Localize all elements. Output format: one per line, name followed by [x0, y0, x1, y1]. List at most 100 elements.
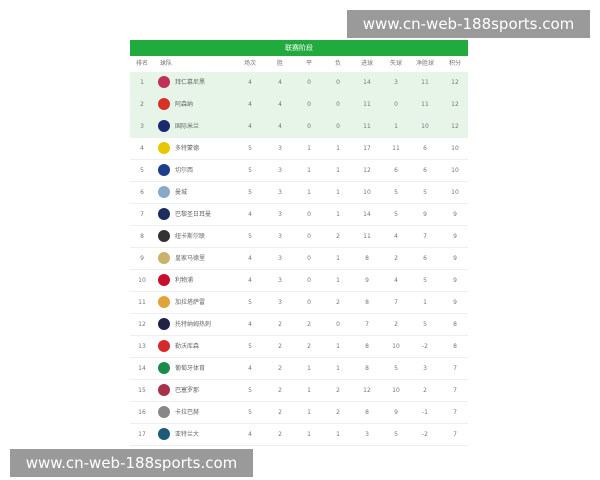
table-row[interactable]: 1 拜仁慕尼黑 4 4 0 0 14 3 11 12: [130, 72, 468, 94]
stat-gd: 5: [423, 321, 427, 328]
stat-l: 1: [336, 431, 340, 438]
rank: 1: [140, 79, 144, 86]
stat-ga: 5: [394, 365, 398, 372]
stat-gf: 8: [365, 299, 369, 306]
team-logo-icon: [158, 318, 170, 330]
team-name[interactable]: 巴黎圣日耳曼: [175, 211, 212, 218]
team-logo-icon: [158, 76, 170, 88]
stat-l: 0: [336, 79, 340, 86]
rank: 7: [140, 211, 144, 218]
rank: 14: [138, 365, 146, 372]
stat-d: 1: [307, 431, 311, 438]
stat-d: 1: [307, 189, 311, 196]
stat-gd: -1: [422, 409, 428, 416]
stat-played: 5: [248, 343, 252, 350]
table-row[interactable]: 4 多特蒙德 5 3 1 1 17 11 6 10: [130, 138, 468, 160]
stat-d: 1: [307, 409, 311, 416]
stat-w: 3: [278, 189, 282, 196]
team-name[interactable]: 曼城: [175, 189, 188, 196]
team-name[interactable]: 皇家马德里: [175, 255, 206, 262]
rank: 10: [138, 277, 146, 284]
table-row[interactable]: 3 国际米兰 4 4 0 0 11 1 10 12: [130, 116, 468, 138]
stat-w: 3: [278, 167, 282, 174]
stat-played: 4: [248, 321, 252, 328]
stat-gd: -2: [422, 343, 428, 350]
stat-gf: 7: [365, 321, 369, 328]
team-name[interactable]: 拜仁慕尼黑: [175, 79, 206, 86]
header-played: 场次: [243, 60, 256, 67]
team-name[interactable]: 切尔西: [175, 167, 194, 174]
team-name[interactable]: 纽卡斯尔联: [175, 233, 206, 240]
team-name[interactable]: 勒沃库森: [175, 343, 200, 350]
team-name[interactable]: 阿森纳: [175, 101, 194, 108]
team-logo-icon: [158, 252, 170, 264]
stat-ga: 5: [394, 189, 398, 196]
stat-w: 4: [278, 123, 282, 130]
team-name[interactable]: 亚特兰大: [175, 431, 200, 438]
stat-d: 0: [307, 233, 311, 240]
stat-pts: 9: [453, 255, 457, 262]
stat-l: 1: [336, 343, 340, 350]
stat-played: 5: [248, 167, 252, 174]
table-row[interactable]: 14 葡萄牙体育 4 2 1 1 8 5 3 7: [130, 358, 468, 380]
stat-pts: 9: [453, 211, 457, 218]
team-name[interactable]: 葡萄牙体育: [175, 365, 206, 372]
stat-l: 2: [336, 409, 340, 416]
stat-gf: 12: [363, 167, 371, 174]
table-row[interactable]: 16 卡拉巴赫 5 2 1 2 8 9 -1 7: [130, 402, 468, 424]
stat-gd: 9: [423, 211, 427, 218]
stat-pts: 7: [453, 365, 457, 372]
stat-l: 1: [336, 255, 340, 262]
stat-w: 3: [278, 233, 282, 240]
stat-ga: 0: [394, 101, 398, 108]
stat-w: 2: [278, 343, 282, 350]
stat-l: 1: [336, 211, 340, 218]
stat-ga: 7: [394, 299, 398, 306]
team-name[interactable]: 利物浦: [175, 277, 194, 284]
table-row[interactable]: 2 阿森纳 4 4 0 0 11 0 11 12: [130, 94, 468, 116]
team-logo-icon: [158, 428, 170, 440]
team-name[interactable]: 加拉塔萨雷: [175, 299, 206, 306]
stat-played: 4: [248, 101, 252, 108]
team-name[interactable]: 巴塞罗那: [175, 387, 200, 394]
stat-d: 0: [307, 123, 311, 130]
stat-l: 0: [336, 101, 340, 108]
stat-pts: 12: [451, 79, 459, 86]
header-team: 球队: [160, 60, 173, 67]
team-name[interactable]: 多特蒙德: [175, 145, 200, 152]
stat-pts: 9: [453, 277, 457, 284]
team-logo-icon: [158, 186, 170, 198]
table-row[interactable]: 8 纽卡斯尔联 5 3 0 2 11 4 7 9: [130, 226, 468, 248]
table-row[interactable]: 9 皇家马德里 4 3 0 1 8 2 6 9: [130, 248, 468, 270]
stat-gf: 11: [363, 233, 371, 240]
stat-w: 3: [278, 211, 282, 218]
stat-gf: 14: [363, 211, 371, 218]
stat-gf: 8: [365, 365, 369, 372]
stat-d: 0: [307, 277, 311, 284]
team-name[interactable]: 卡拉巴赫: [175, 409, 200, 416]
team-name[interactable]: 托特纳姆热刺: [175, 321, 212, 328]
stat-l: 1: [336, 365, 340, 372]
rank: 17: [138, 431, 146, 438]
table-row[interactable]: 6 曼城 5 3 1 1 10 5 5 10: [130, 182, 468, 204]
stat-d: 0: [307, 255, 311, 262]
stat-ga: 2: [394, 255, 398, 262]
table-row[interactable]: 12 托特纳姆热刺 4 2 2 0 7 2 5 8: [130, 314, 468, 336]
table-row[interactable]: 13 勒沃库森 5 2 2 1 8 10 -2 8: [130, 336, 468, 358]
rank: 12: [138, 321, 146, 328]
stat-gd: -2: [422, 431, 428, 438]
table-row[interactable]: 10 利物浦 4 3 0 1 9 4 5 9: [130, 270, 468, 292]
team-name[interactable]: 国际米兰: [175, 123, 200, 130]
header-rank: 排名: [135, 60, 148, 67]
rank: 11: [138, 299, 146, 306]
table-row[interactable]: 17 亚特兰大 4 2 1 1 3 5 -2 7: [130, 424, 468, 446]
table-row[interactable]: 15 巴塞罗那 5 2 1 2 12 10 2 7: [130, 380, 468, 402]
stat-d: 1: [307, 365, 311, 372]
stat-l: 1: [336, 189, 340, 196]
team-logo-icon: [158, 296, 170, 308]
table-row[interactable]: 11 加拉塔萨雷 5 3 0 2 8 7 1 9: [130, 292, 468, 314]
stat-w: 4: [278, 101, 282, 108]
table-row[interactable]: 5 切尔西 5 3 1 1 12 6 6 10: [130, 160, 468, 182]
stat-d: 1: [307, 167, 311, 174]
table-row[interactable]: 7 巴黎圣日耳曼 4 3 0 1 14 5 9 9: [130, 204, 468, 226]
